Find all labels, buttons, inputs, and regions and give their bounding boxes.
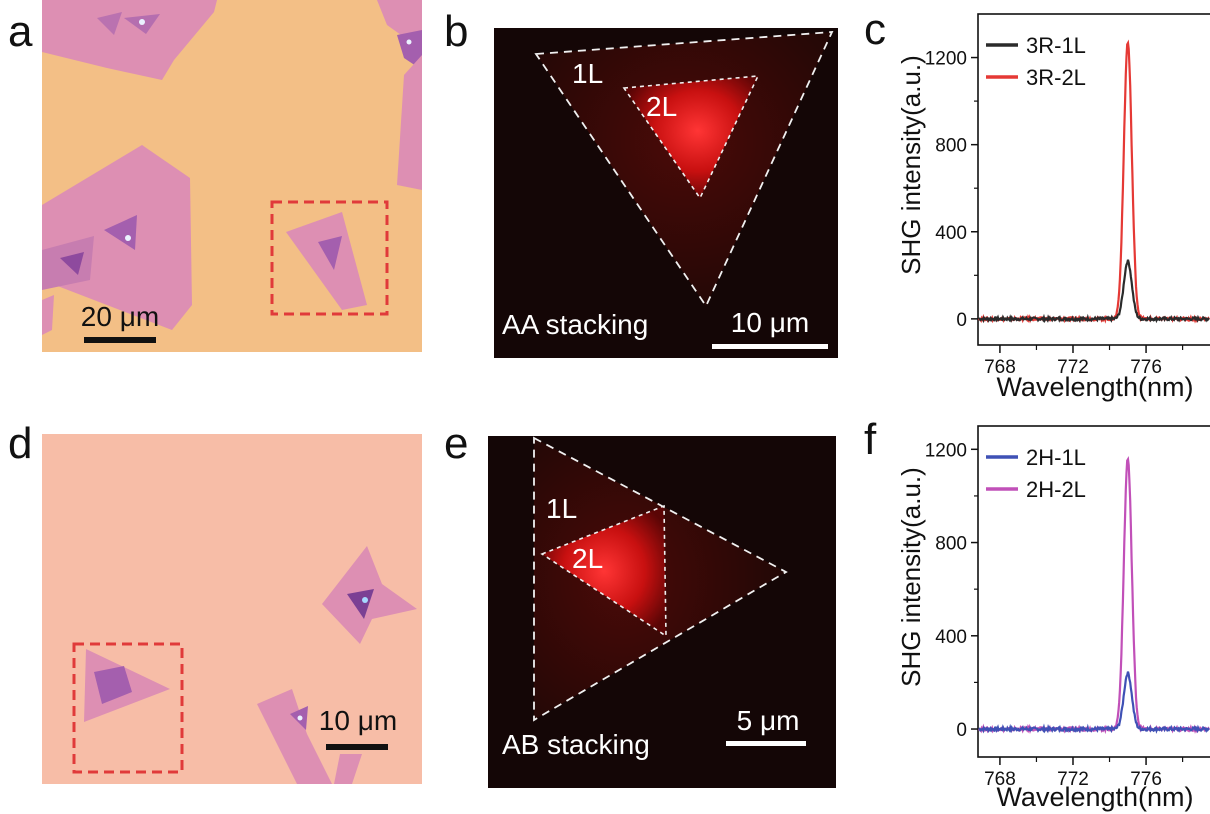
y-tick-label-c: 0 xyxy=(956,310,967,331)
plot-frame-f xyxy=(977,425,1210,758)
panel-letter-b: b xyxy=(444,7,469,56)
y-tick-label-f: 400 xyxy=(935,627,967,648)
y-axis-label-f: SHG intensity(a.u.) xyxy=(896,467,926,687)
stacking-label-e: AB stacking xyxy=(502,729,650,760)
shg-spectrum-chart-f: SHG intensity(a.u.) Wavelength(nm) 0 400 8… xyxy=(896,425,1210,812)
label-2L-b: 2L xyxy=(646,91,677,122)
legend-label-3R-1L: 3R-1L xyxy=(1026,33,1086,58)
y-tick-label-f: 0 xyxy=(956,720,967,741)
label-1L-e: 1L xyxy=(546,493,577,524)
series-line-2H-1L xyxy=(978,671,1210,734)
panel-letter-a: a xyxy=(8,7,33,56)
legend-label-2H-1L: 2H-1L xyxy=(1026,445,1086,470)
legend-label-2H-2L: 2H-2L xyxy=(1026,477,1086,502)
y-tick-label-c: 400 xyxy=(935,223,967,244)
label-1L-b: 1L xyxy=(572,58,603,89)
y-axis-label-c: SHG intensity(a.u.) xyxy=(896,55,926,275)
optical-micrograph-a: 20 μm xyxy=(42,0,422,352)
series-line-2H-2L xyxy=(977,456,1210,735)
legend-label-3R-2L: 3R-2L xyxy=(1026,65,1086,90)
plot-frame-c xyxy=(977,13,1210,346)
scale-bar-label-d: 10 μm xyxy=(319,705,397,736)
y-tick-label-c: 800 xyxy=(935,136,967,157)
y-tick-label-c: 1200 xyxy=(925,49,967,70)
label-2L-e: 2L xyxy=(572,543,603,574)
x-tick-label-c: 772 xyxy=(1057,357,1089,378)
x-tick-label-c: 776 xyxy=(1130,357,1162,378)
shg-spectrum-chart-c: SHG intensity(a.u.) Wavelength(nm) 0 400 8… xyxy=(896,13,1210,402)
shg-image-e: 1L 2L AB stacking 5 μm xyxy=(488,436,836,788)
series-line-3R-1L xyxy=(978,259,1210,324)
stacking-label-b: AA stacking xyxy=(502,309,648,340)
scale-bar-label-b: 10 μm xyxy=(731,307,809,338)
x-axis-label-f: Wavelength(nm) xyxy=(996,782,1193,812)
x-tick-label-f: 772 xyxy=(1057,769,1089,790)
optical-micrograph-d: 10 μm xyxy=(42,434,422,784)
x-axis-label-c: Wavelength(nm) xyxy=(996,372,1193,402)
scale-bar-d xyxy=(326,744,388,750)
scale-bar-label-e: 5 μm xyxy=(737,705,800,736)
scale-bar-e xyxy=(726,741,806,746)
series-line-3R-2L xyxy=(977,39,1210,324)
x-tick-label-c: 768 xyxy=(984,357,1016,378)
y-tick-label-f: 800 xyxy=(935,534,967,555)
panel-letter-e: e xyxy=(444,419,469,468)
scale-bar-a xyxy=(84,337,156,343)
panel-letter-d: d xyxy=(8,419,33,468)
y-tick-label-f: 1200 xyxy=(925,440,967,461)
shg-image-b: 1L 2L AA stacking 10 μm xyxy=(494,28,838,358)
x-tick-label-f: 768 xyxy=(984,769,1016,790)
scale-bar-label-a: 20 μm xyxy=(81,301,159,332)
panel-letter-f: f xyxy=(864,415,877,464)
scale-bar-b xyxy=(712,344,828,349)
x-tick-label-f: 776 xyxy=(1130,769,1162,790)
panel-letter-c: c xyxy=(864,5,886,54)
